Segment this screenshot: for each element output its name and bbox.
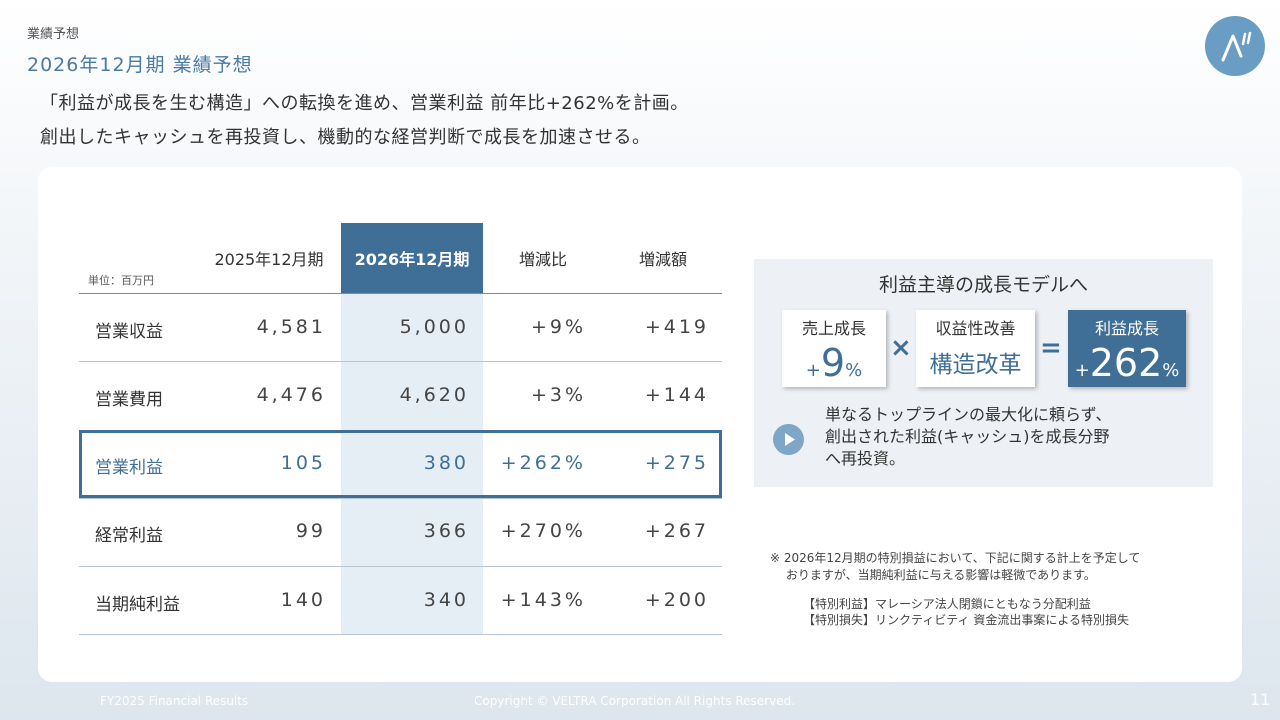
page-number: 11	[1250, 690, 1271, 709]
special-items-list: 【特別利益】マレーシア法人閉鎖にともなう分配利益 【特別損失】リンクティビティ …	[803, 597, 1130, 627]
sales-growth-label: 売上成長	[801, 319, 866, 338]
restructuring-label: 構造改革	[929, 352, 1022, 378]
model-description: 単なるトップラインの最大化に頼らず、 創出された利益(キャッシュ)を成長分野 へ…	[825, 405, 1112, 468]
cell-diff: +275	[644, 452, 709, 474]
logo-mark-icon	[1205, 16, 1265, 76]
breadcrumb: 業績予想	[27, 27, 80, 42]
row-label: 経常利益	[95, 526, 163, 546]
cell-ratio: +262%	[500, 452, 586, 474]
multiply-sign: ×	[890, 333, 912, 363]
cell-2025: 4,581	[256, 316, 326, 338]
footer-copyright: Copyright © VELTRA Corporation All Right…	[474, 694, 796, 708]
column-header-2025: 2025年12月期	[214, 250, 324, 269]
row-label: 営業収益	[95, 322, 163, 342]
page-title: 2026年12月期 業績予想	[27, 54, 253, 76]
profitability-box: 収益性改善 構造改革	[916, 310, 1035, 387]
cell-diff: +144	[644, 384, 709, 406]
cell-2026: 5,000	[399, 316, 469, 338]
row-label: 当期純利益	[95, 595, 180, 615]
cell-2025: 99	[295, 520, 326, 542]
table-divider	[79, 634, 722, 635]
highlight-row-border	[79, 430, 722, 498]
cell-2025: 4,476	[256, 384, 326, 406]
growth-model-title: 利益主導の成長モデルへ	[878, 274, 1088, 296]
cell-ratio: +270%	[500, 520, 586, 542]
sales-growth-value: +9%	[805, 341, 863, 385]
footer-report-name: FY2025 Financial Results	[100, 694, 249, 708]
profitability-label: 収益性改善	[935, 319, 1016, 338]
equals-sign: =	[1040, 333, 1062, 363]
column-header-2026: 2026年12月期	[354, 250, 470, 269]
lead-line-1: 「利益が成長を生む構造」への転換を進め、営業利益 前年比+262%を計画。	[40, 93, 689, 114]
highlight-column-header	[341, 223, 483, 293]
table-divider	[79, 293, 722, 294]
cell-ratio: +3%	[530, 384, 586, 406]
row-label: 営業利益	[95, 458, 163, 478]
profit-growth-label: 利益成長	[1094, 319, 1159, 338]
table-divider	[79, 566, 722, 567]
sales-growth-box: 売上成長 +9%	[782, 310, 886, 387]
cell-2025: 140	[280, 589, 326, 611]
cell-ratio: +9%	[530, 316, 586, 338]
profit-growth-value: +262%	[1074, 341, 1180, 385]
special-items-note: ※ 2026年12月期の特別損益において、下記に関する計上を予定して おりますが…	[770, 551, 1141, 582]
cell-2025: 105	[280, 452, 326, 474]
unit-label: 単位：百万円	[88, 274, 154, 287]
cell-2026: 340	[423, 589, 469, 611]
column-header-ratio: 増減比	[518, 250, 567, 269]
column-header-diff: 増減額	[638, 250, 687, 269]
cell-2026: 380	[423, 452, 469, 474]
profit-growth-box: 利益成長 +262%	[1068, 310, 1186, 387]
cell-2026: 4,620	[399, 384, 469, 406]
cell-diff: +267	[644, 520, 709, 542]
cell-diff: +200	[644, 589, 709, 611]
row-label: 営業費用	[95, 390, 163, 410]
table-divider	[79, 361, 722, 362]
cell-ratio: +143%	[500, 589, 586, 611]
table-divider	[79, 498, 722, 499]
cell-diff: +419	[644, 316, 709, 338]
cell-2026: 366	[423, 520, 469, 542]
play-icon	[773, 424, 804, 455]
lead-line-2: 創出したキャッシュを再投資し、機動的な経営判断で成長を加速させる。	[40, 127, 651, 148]
